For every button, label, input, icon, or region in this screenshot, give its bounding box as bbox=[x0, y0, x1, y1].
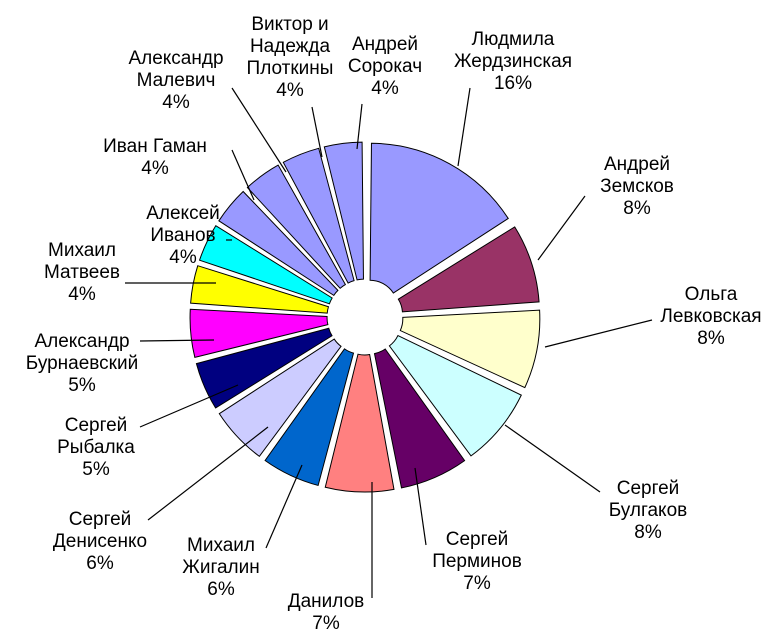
leader-line-13 bbox=[231, 87, 287, 173]
slice-name-line: Александр bbox=[34, 331, 129, 352]
slice-name-line: Андрей bbox=[352, 34, 418, 55]
slice-name-line: Иванов bbox=[150, 225, 215, 246]
slice-percent: 5% bbox=[82, 459, 110, 480]
pie-slice-15 bbox=[323, 141, 364, 281]
slice-percent: 4% bbox=[169, 247, 197, 268]
slice-label-11: Алексей Иванов 4% bbox=[146, 203, 220, 268]
slice-percent: 8% bbox=[697, 328, 725, 349]
slice-labels: Людмила Жердзинская 16%Андрей Земсков 8%Ольг… bbox=[26, 14, 762, 634]
slice-name-line: Иван Гаман bbox=[103, 136, 207, 157]
leader-line-8 bbox=[139, 384, 239, 428]
slice-label-7: Сергей Денисенко 6% bbox=[53, 509, 147, 574]
slice-label-10: Михаил Матвеев 4% bbox=[44, 240, 120, 305]
slice-name-line: Жигалин bbox=[182, 557, 259, 578]
slice-name-line: Сергей bbox=[446, 529, 509, 550]
pie-slice-5 bbox=[324, 353, 395, 493]
slice-percent: 4% bbox=[162, 92, 190, 113]
slice-percent: 4% bbox=[371, 78, 399, 99]
pie-slice-3 bbox=[388, 334, 522, 457]
pie-slice-1 bbox=[397, 226, 540, 313]
slice-name-line: Ольга bbox=[685, 284, 738, 305]
pie-slice-6 bbox=[264, 348, 355, 487]
pie-slice-14 bbox=[282, 147, 355, 284]
slice-percent: 5% bbox=[68, 375, 96, 396]
slice-name-line: Сергей bbox=[617, 478, 680, 499]
slice-name-line: Булгаков bbox=[609, 500, 688, 521]
leader-line-15 bbox=[356, 103, 363, 150]
slice-name-line: Михаил bbox=[48, 240, 116, 261]
slice-label-5: Данилов 7% bbox=[288, 591, 365, 634]
slice-name-line: Сергей bbox=[69, 509, 132, 530]
slice-label-12: Иван Гаман 4% bbox=[103, 136, 207, 179]
slice-percent: 6% bbox=[207, 579, 235, 600]
slice-name-line: Надежда bbox=[250, 36, 331, 57]
leader-line-3 bbox=[504, 424, 601, 493]
leader-line-4 bbox=[414, 467, 427, 546]
slice-label-2: Ольга Левковская 8% bbox=[660, 284, 761, 349]
leader-line-6 bbox=[265, 464, 303, 549]
leader-line-2 bbox=[544, 319, 653, 348]
slice-percent: 6% bbox=[86, 553, 114, 574]
leader-line-12 bbox=[231, 149, 255, 201]
slice-name-line: Денисенко bbox=[53, 531, 147, 552]
slice-label-9: Александр Бурнаевский 5% bbox=[26, 331, 138, 396]
leader-line-9 bbox=[139, 339, 215, 342]
pie-slice-7 bbox=[218, 338, 342, 458]
slice-label-13: Александр Малевич 4% bbox=[128, 48, 223, 113]
slice-percent: 4% bbox=[68, 284, 96, 305]
slice-name-line: Земсков bbox=[600, 176, 674, 197]
slice-percent: 16% bbox=[494, 73, 532, 94]
slice-label-8: Сергей Рыбалка 5% bbox=[57, 415, 135, 480]
pie-slice-11 bbox=[198, 225, 333, 305]
slice-percent: 4% bbox=[276, 80, 304, 101]
slice-name-line: Плоткины bbox=[247, 58, 334, 79]
leader-line-7 bbox=[147, 426, 269, 521]
slice-label-0: Людмила Жердзинская 16% bbox=[454, 29, 572, 94]
slice-name-line: Бурнаевский bbox=[26, 353, 138, 374]
slice-name-line: Левковская bbox=[660, 306, 761, 327]
slice-percent: 7% bbox=[463, 573, 491, 594]
slice-name-line: Михаил bbox=[187, 535, 255, 556]
pie-slice-10 bbox=[190, 265, 330, 314]
slice-percent: 8% bbox=[634, 522, 662, 543]
pie-slice-2 bbox=[399, 309, 541, 389]
slice-label-14: Виктор и Надежда Плоткины 4% bbox=[247, 14, 334, 101]
slice-name-line: Людмила bbox=[472, 29, 555, 50]
slice-name-line: Алексей bbox=[146, 203, 220, 224]
slice-name-line: Жердзинская bbox=[454, 51, 572, 72]
slice-name-line: Рыбалка bbox=[57, 437, 135, 458]
pie-slice-13 bbox=[246, 164, 347, 290]
slice-label-6: Михаил Жигалин 6% bbox=[182, 535, 259, 600]
slice-name-line: Перминов bbox=[432, 551, 522, 572]
slice-label-15: Андрей Сорокач 4% bbox=[348, 34, 422, 99]
slice-percent: 7% bbox=[312, 613, 340, 634]
pie-slice-0 bbox=[369, 142, 509, 294]
slice-percent: 4% bbox=[141, 158, 169, 179]
slice-name-line: Андрей bbox=[604, 154, 670, 175]
pie-slice-9 bbox=[189, 308, 329, 358]
slice-label-4: Сергей Перминов 7% bbox=[432, 529, 522, 594]
slice-name-line: Данилов bbox=[288, 591, 365, 612]
slice-label-3: Сергей Булгаков 8% bbox=[609, 478, 688, 543]
slice-name-line: Александр bbox=[128, 48, 223, 69]
slice-name-line: Малевич bbox=[137, 70, 216, 91]
pie-slice-4 bbox=[373, 348, 466, 489]
leader-line-0 bbox=[457, 87, 471, 167]
leader-line-14 bbox=[311, 106, 323, 158]
slice-label-1: Андрей Земсков 8% bbox=[600, 154, 674, 219]
slice-percent: 8% bbox=[623, 198, 651, 219]
slice-name-line: Сорокач bbox=[348, 56, 422, 77]
pie-slices bbox=[189, 141, 541, 493]
leader-lines bbox=[125, 87, 653, 598]
slice-name-line: Сергей bbox=[65, 415, 128, 436]
pie-slice-12 bbox=[218, 190, 339, 297]
leader-line-1 bbox=[537, 195, 586, 261]
slice-name-line: Виктор и bbox=[251, 14, 328, 35]
slice-name-line: Матвеев bbox=[44, 262, 120, 283]
